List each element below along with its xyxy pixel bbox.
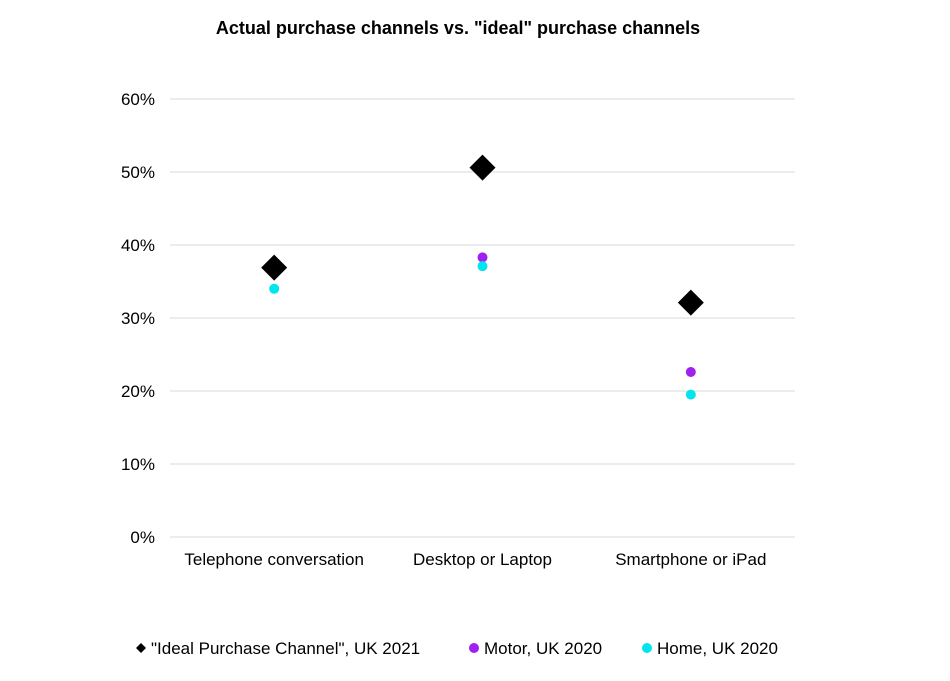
y-tick-label: 40% [121, 236, 155, 255]
circle-marker [477, 252, 488, 263]
legend-label: "Ideal Purchase Channel", UK 2021 [151, 639, 420, 658]
legend-diamond-icon [136, 643, 146, 653]
legend-item: Home, UK 2020 [642, 639, 778, 658]
data-markers [261, 154, 704, 400]
y-tick-label: 10% [121, 455, 155, 474]
legend-circle-icon [642, 643, 652, 653]
legend: "Ideal Purchase Channel", UK 2021 Motor, … [136, 639, 778, 658]
y-tick-label: 30% [121, 309, 155, 328]
circle-marker [477, 261, 488, 272]
series-2 [269, 261, 696, 400]
circle-marker [685, 367, 696, 378]
legend-circle-icon [469, 643, 479, 653]
series-0 [261, 154, 704, 316]
y-tick-label: 60% [121, 90, 155, 109]
y-axis-tick-labels: 0% 10% 20% 30% 40% 50% 60% [121, 90, 155, 547]
diamond-marker [469, 154, 496, 181]
y-tick-label: 20% [121, 382, 155, 401]
legend-item: Motor, UK 2020 [469, 639, 602, 658]
diamond-marker [261, 254, 288, 281]
y-tick-label: 0% [130, 528, 155, 547]
diamond-marker [677, 289, 704, 316]
circle-marker [269, 283, 280, 294]
legend-label: Motor, UK 2020 [484, 639, 602, 658]
x-category-label: Telephone conversation [184, 550, 364, 569]
chart-title: Actual purchase channels vs. "ideal" pur… [216, 18, 700, 38]
x-axis-category-labels: Telephone conversation Desktop or Laptop S… [184, 550, 766, 569]
legend-item: "Ideal Purchase Channel", UK 2021 [136, 639, 420, 658]
x-category-label: Desktop or Laptop [413, 550, 552, 569]
y-tick-label: 50% [121, 163, 155, 182]
x-category-label: Smartphone or iPad [615, 550, 766, 569]
legend-label: Home, UK 2020 [657, 639, 778, 658]
circle-marker [685, 389, 696, 400]
